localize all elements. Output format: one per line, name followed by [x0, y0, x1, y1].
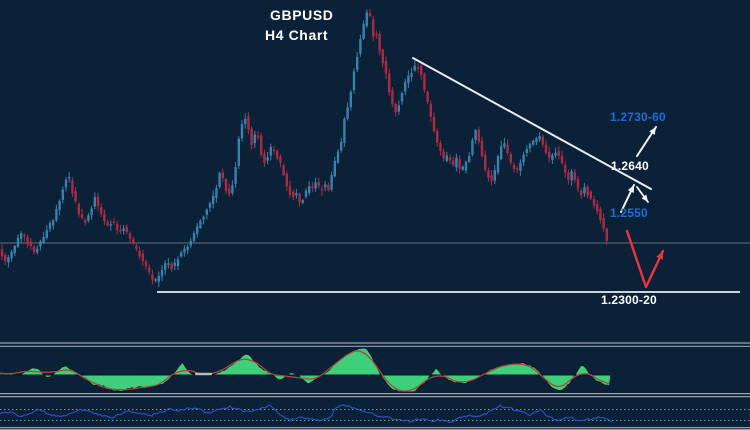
horizontal-level-lines	[0, 242, 750, 293]
level-1-2640-label: 1.2640	[611, 159, 649, 173]
descending-trendline	[412, 57, 652, 190]
chart-timeframe-title: H4 Chart	[265, 27, 329, 43]
annotation-arrows	[620, 126, 665, 289]
oscillator-indicator	[0, 347, 612, 393]
candlestick-series	[0, 9, 608, 288]
oscillator-pane[interactable]	[0, 347, 750, 393]
resistance-zone-label: 1.2730-60	[610, 110, 666, 124]
rsi-indicator	[0, 404, 750, 424]
support-zone-label: 1.2300-20	[601, 293, 657, 307]
rsi-pane[interactable]	[0, 397, 750, 427]
chart-symbol-title: GBPUSD	[270, 7, 334, 23]
level-1-2550-label: 1.2550	[610, 206, 648, 220]
